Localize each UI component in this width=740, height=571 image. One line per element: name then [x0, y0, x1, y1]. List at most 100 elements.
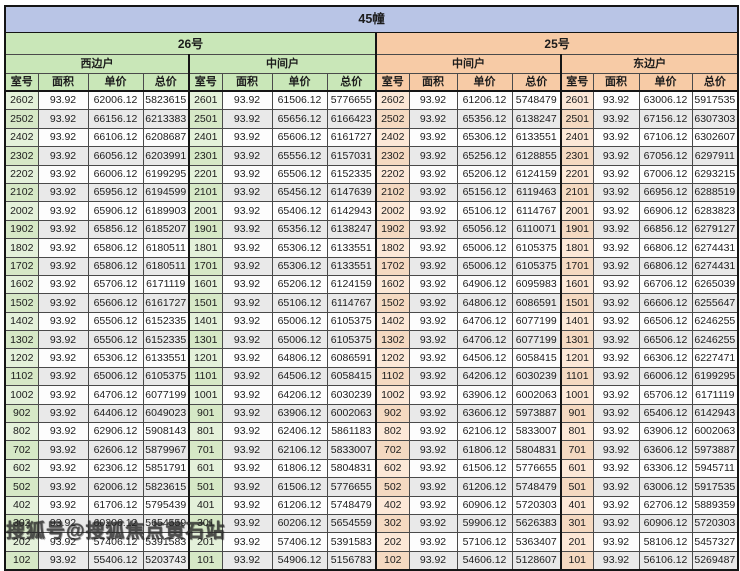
column-header: 室号: [188, 73, 223, 92]
column-header: 总价: [142, 73, 190, 92]
data-cell: 93.92: [592, 422, 640, 442]
room-cell: 2402: [4, 127, 39, 148]
data-cell: 6002063: [691, 422, 739, 442]
data-cell: 93.92: [37, 293, 89, 313]
data-cell: 93.92: [37, 256, 89, 276]
data-cell: 65206.12: [271, 274, 328, 295]
table-row: 1702 93.92 65806.12 6180511 1701 93.92 65306.1…: [4, 256, 739, 276]
data-cell: 93.92: [221, 311, 273, 332]
room-cell: 901: [560, 403, 594, 424]
data-cell: 5861183: [326, 422, 377, 442]
column-header: 总价: [691, 73, 739, 92]
data-cell: 93.92: [221, 513, 273, 534]
column-header: 室号: [4, 73, 39, 92]
data-cell: 65656.12: [271, 109, 328, 129]
data-cell: 67156.12: [638, 109, 693, 129]
data-cell: 93.92: [408, 182, 458, 203]
data-cell: 66806.12: [638, 238, 693, 258]
data-cell: 66006.12: [638, 366, 693, 387]
data-cell: 93.92: [592, 348, 640, 368]
data-cell: 93.92: [221, 109, 273, 129]
table-row: 2602 93.92 62006.12 5823615 2601 93.92 61506.1…: [4, 90, 739, 111]
data-cell: 93.92: [37, 403, 89, 424]
data-cell: 65506.12: [87, 330, 144, 350]
data-cell: 6138247: [511, 109, 562, 129]
data-cell: 93.92: [37, 238, 89, 258]
room-cell: 1502: [4, 293, 39, 313]
column-header: 总价: [326, 73, 377, 92]
data-cell: 6086591: [326, 348, 377, 368]
data-cell: 5804831: [326, 458, 377, 479]
room-cell: 802: [375, 422, 410, 442]
data-cell: 6133551: [326, 238, 377, 258]
data-cell: 93.92: [37, 182, 89, 203]
data-cell: 93.92: [408, 550, 458, 571]
data-cell: 61206.12: [271, 495, 328, 515]
room-cell: 702: [375, 440, 410, 460]
column-header: 单价: [87, 73, 144, 92]
column-header: 室号: [560, 73, 594, 92]
data-cell: 63006.12: [638, 90, 693, 111]
data-cell: 93.92: [37, 219, 89, 240]
data-cell: 6255647: [691, 293, 739, 313]
data-cell: 6161727: [326, 127, 377, 148]
data-cell: 93.92: [37, 440, 89, 460]
data-cell: 93.92: [408, 256, 458, 276]
data-cell: 6274431: [691, 256, 739, 276]
room-cell: 1002: [375, 385, 410, 405]
room-cell: 1701: [560, 256, 594, 276]
room-cell: 1701: [188, 256, 223, 276]
room-cell: 2602: [4, 90, 39, 111]
room-cell: 2301: [560, 146, 594, 166]
data-cell: 93.92: [221, 201, 273, 221]
data-cell: 5795439: [142, 495, 190, 515]
room-cell: 602: [4, 458, 39, 479]
data-cell: 93.92: [592, 127, 640, 148]
data-cell: 5720303: [691, 513, 739, 534]
data-cell: 93.92: [408, 513, 458, 534]
data-cell: 5457327: [691, 532, 739, 552]
data-cell: 5203743: [142, 550, 190, 571]
data-cell: 63006.12: [638, 477, 693, 497]
room-cell: 1402: [4, 311, 39, 332]
data-cell: 63906.12: [456, 385, 513, 405]
data-cell: 93.92: [408, 495, 458, 515]
data-cell: 6185207: [142, 219, 190, 240]
data-cell: 61706.12: [87, 495, 144, 515]
room-cell: 2102: [4, 182, 39, 203]
data-cell: 6133551: [511, 127, 562, 148]
building-26-header: 26号: [4, 32, 377, 55]
data-cell: 66956.12: [638, 182, 693, 203]
room-cell: 1401: [188, 311, 223, 332]
data-cell: 6265039: [691, 274, 739, 295]
data-cell: 93.92: [592, 330, 640, 350]
data-cell: 55406.12: [87, 550, 144, 571]
data-cell: 67106.12: [638, 127, 693, 148]
data-cell: 6105375: [326, 311, 377, 332]
data-cell: 64506.12: [271, 366, 328, 387]
unit-type-header: 中间户: [188, 54, 377, 74]
data-cell: 93.92: [408, 238, 458, 258]
data-cell: 93.92: [408, 403, 458, 424]
data-cell: 5917535: [691, 477, 739, 497]
data-cell: 65306.12: [456, 127, 513, 148]
data-cell: 93.92: [592, 256, 640, 276]
data-cell: 5391583: [326, 532, 377, 552]
data-cell: 6302607: [691, 127, 739, 148]
room-cell: 501: [188, 477, 223, 497]
column-header: 面积: [592, 73, 640, 92]
data-cell: 93.92: [37, 532, 89, 552]
room-cell: 502: [375, 477, 410, 497]
room-cell: 701: [560, 440, 594, 460]
room-cell: 1001: [560, 385, 594, 405]
unit-type-row: 西边户 中间户 中间户 东边户: [4, 54, 739, 74]
data-cell: 93.92: [221, 256, 273, 276]
data-cell: 6133551: [326, 256, 377, 276]
data-cell: 93.92: [37, 366, 89, 387]
column-header: 单价: [271, 73, 328, 92]
data-cell: 93.92: [408, 330, 458, 350]
data-cell: 5945711: [691, 458, 739, 479]
data-cell: 64806.12: [456, 293, 513, 313]
data-cell: 6058415: [326, 366, 377, 387]
data-cell: 5823615: [142, 477, 190, 497]
